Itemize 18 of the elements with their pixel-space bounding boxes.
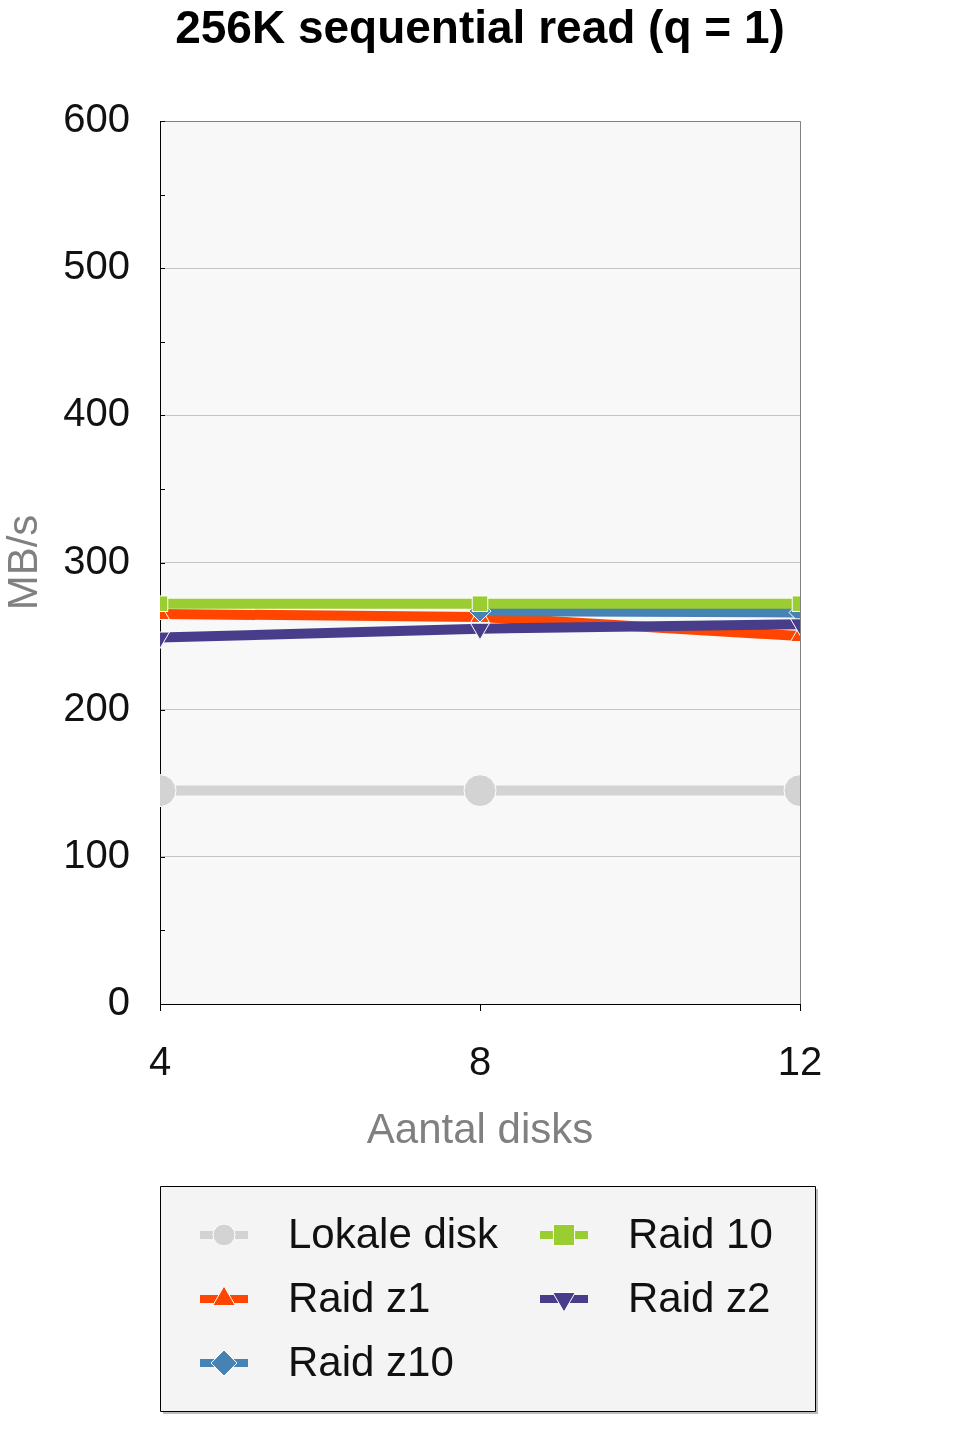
y-tick-label: 300	[63, 537, 130, 582]
x-tick-label: 8	[468, 1039, 492, 1084]
chart-title: 256K sequential read (q = 1)	[175, 0, 785, 53]
y-tick-label: 400	[63, 390, 130, 435]
y-tick-label: 200	[63, 684, 130, 729]
legend-label: Raid z10	[288, 1337, 454, 1385]
legend-label: Raid 10	[628, 1209, 773, 1257]
y-tick-label: 600	[63, 96, 130, 141]
legend-label: Raid z2	[628, 1273, 771, 1321]
y-tick-label: 500	[63, 243, 130, 288]
x-axis-title: Aantal disks	[366, 1105, 594, 1153]
x-tick-label: 4	[148, 1039, 172, 1084]
y-tick-label: 100	[63, 831, 130, 876]
legend-label: Lokale disk	[288, 1209, 500, 1257]
legend-label: Raid z1	[288, 1273, 431, 1321]
y-axis-title: MB/s	[0, 514, 46, 611]
y-tick-label: 0	[107, 979, 130, 1024]
x-tick-label: 12	[777, 1039, 823, 1084]
